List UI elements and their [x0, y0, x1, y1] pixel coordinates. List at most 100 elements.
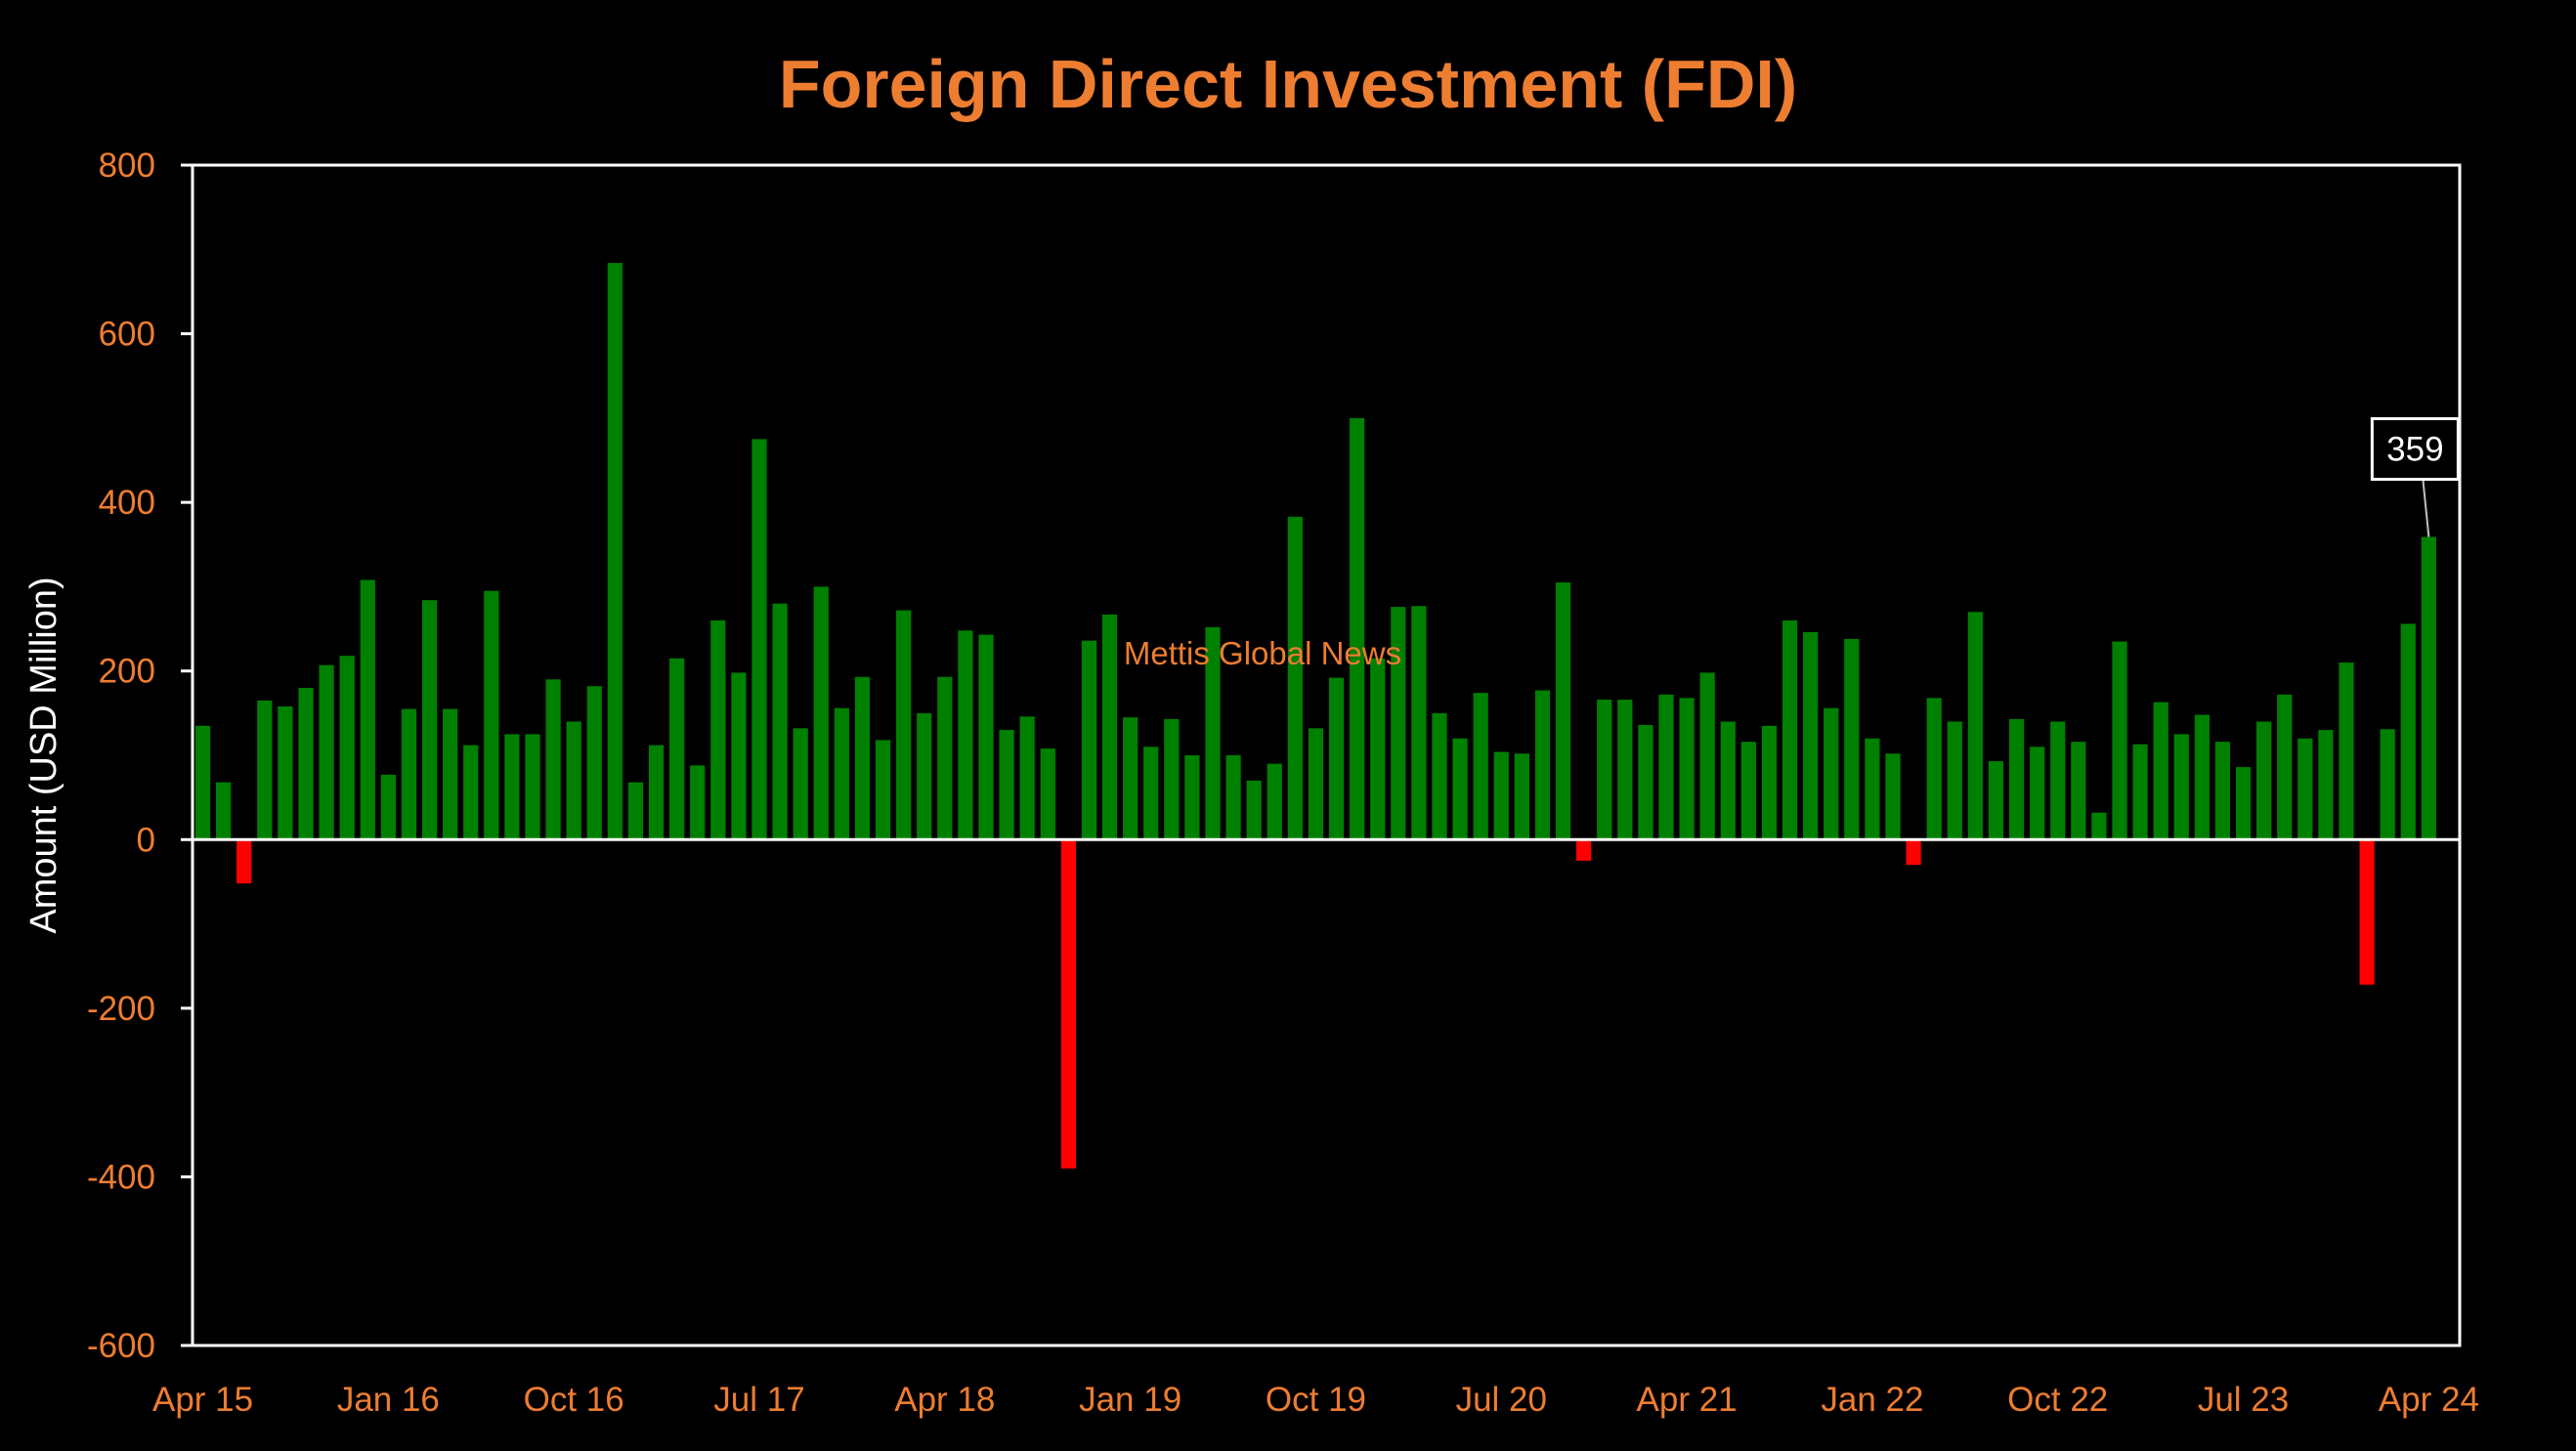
bar — [607, 263, 623, 840]
bar — [999, 730, 1014, 840]
bar — [1143, 747, 1159, 840]
y-axis-label: Amount (USD Million) — [23, 576, 64, 933]
bar — [1617, 700, 1633, 840]
bar-series — [194, 263, 2436, 1169]
bar — [1824, 707, 1839, 840]
bar — [1493, 751, 1509, 840]
bar — [1019, 716, 1035, 840]
bar — [421, 600, 438, 840]
y-tick-label: 600 — [99, 316, 155, 354]
bar — [1638, 724, 1653, 840]
bar — [772, 603, 788, 840]
bar — [1803, 632, 1819, 840]
bar — [360, 579, 375, 840]
bar — [278, 705, 293, 840]
bar — [2071, 742, 2086, 840]
x-tick-label: Apr 21 — [1637, 1381, 1738, 1419]
bar — [648, 745, 665, 840]
bar — [1576, 839, 1592, 861]
bar — [793, 728, 808, 840]
bar — [2277, 694, 2293, 840]
bar — [978, 634, 994, 840]
latest-value-callout: 359 — [2370, 417, 2460, 537]
bar — [525, 734, 540, 840]
bar — [401, 708, 417, 840]
y-axis-ticks: 800 600 400 200 0 -200 -400 -600 — [87, 147, 193, 1365]
bar — [1597, 700, 1612, 840]
bar — [298, 687, 314, 840]
x-tick-label: Oct 16 — [524, 1381, 624, 1419]
bar — [2173, 734, 2189, 840]
bar — [958, 630, 973, 840]
x-tick-label: Apr 15 — [152, 1381, 253, 1419]
bar — [1328, 677, 1345, 840]
bar — [1391, 607, 1406, 840]
bar — [1658, 694, 1674, 840]
bar — [751, 439, 767, 840]
bar — [896, 610, 912, 840]
bar — [1988, 761, 2004, 840]
bar — [236, 839, 252, 884]
bar — [1514, 753, 1529, 840]
bar — [1432, 712, 1447, 840]
bar — [1555, 582, 1571, 840]
bar — [1308, 728, 1324, 840]
bar — [2132, 744, 2148, 840]
x-tick-label: Apr 18 — [894, 1381, 995, 1419]
bar — [1967, 612, 1983, 840]
bar — [2339, 662, 2354, 840]
bar — [1947, 721, 1962, 840]
bar — [1885, 753, 1901, 840]
bar — [875, 740, 891, 840]
bar — [2112, 641, 2127, 840]
bar — [1782, 619, 1798, 840]
bar — [627, 782, 644, 840]
bar — [484, 590, 499, 840]
bar — [257, 700, 273, 840]
bar — [1844, 638, 1860, 840]
y-tick-label: 400 — [99, 484, 155, 522]
bar — [216, 782, 232, 840]
bar — [380, 774, 396, 840]
bar — [1205, 626, 1221, 840]
bar — [1040, 748, 1055, 840]
bar — [2297, 738, 2313, 840]
bar — [1081, 640, 1097, 840]
bar — [834, 707, 849, 840]
x-tick-label: Jan 16 — [337, 1381, 440, 1419]
bar — [2153, 702, 2168, 840]
x-tick-label: Jul 23 — [2198, 1381, 2289, 1419]
bar — [504, 734, 520, 840]
bar — [1865, 738, 1880, 840]
y-tick-label: 0 — [137, 821, 155, 859]
bar — [194, 725, 211, 840]
chart-title: Foreign Direct Investment (FDI) — [779, 46, 1797, 122]
bar — [545, 679, 561, 840]
bar — [1164, 718, 1180, 840]
bar — [1184, 755, 1200, 840]
bar — [2030, 747, 2045, 840]
bar — [1473, 693, 1488, 840]
bar — [1123, 717, 1138, 840]
bar — [1267, 763, 1282, 840]
bar — [1699, 672, 1715, 840]
bar — [1287, 516, 1303, 840]
bar — [690, 765, 706, 840]
bar — [2380, 729, 2395, 840]
bar — [566, 721, 581, 840]
bar — [1370, 658, 1386, 840]
bar — [586, 686, 602, 840]
bar — [1246, 780, 1262, 840]
bar — [1060, 839, 1076, 1169]
bar — [1225, 755, 1241, 840]
bar — [1761, 725, 1778, 840]
bar — [1720, 721, 1736, 840]
bar — [2194, 714, 2210, 840]
bar — [2008, 718, 2025, 840]
callout-box — [2370, 417, 2460, 482]
plot-area-frame — [191, 163, 2462, 1347]
x-tick-label: Jul 20 — [1456, 1381, 1547, 1419]
y-tick-label: 200 — [99, 653, 155, 691]
bar — [1411, 606, 1427, 840]
x-tick-label: Jan 19 — [1079, 1381, 1181, 1419]
